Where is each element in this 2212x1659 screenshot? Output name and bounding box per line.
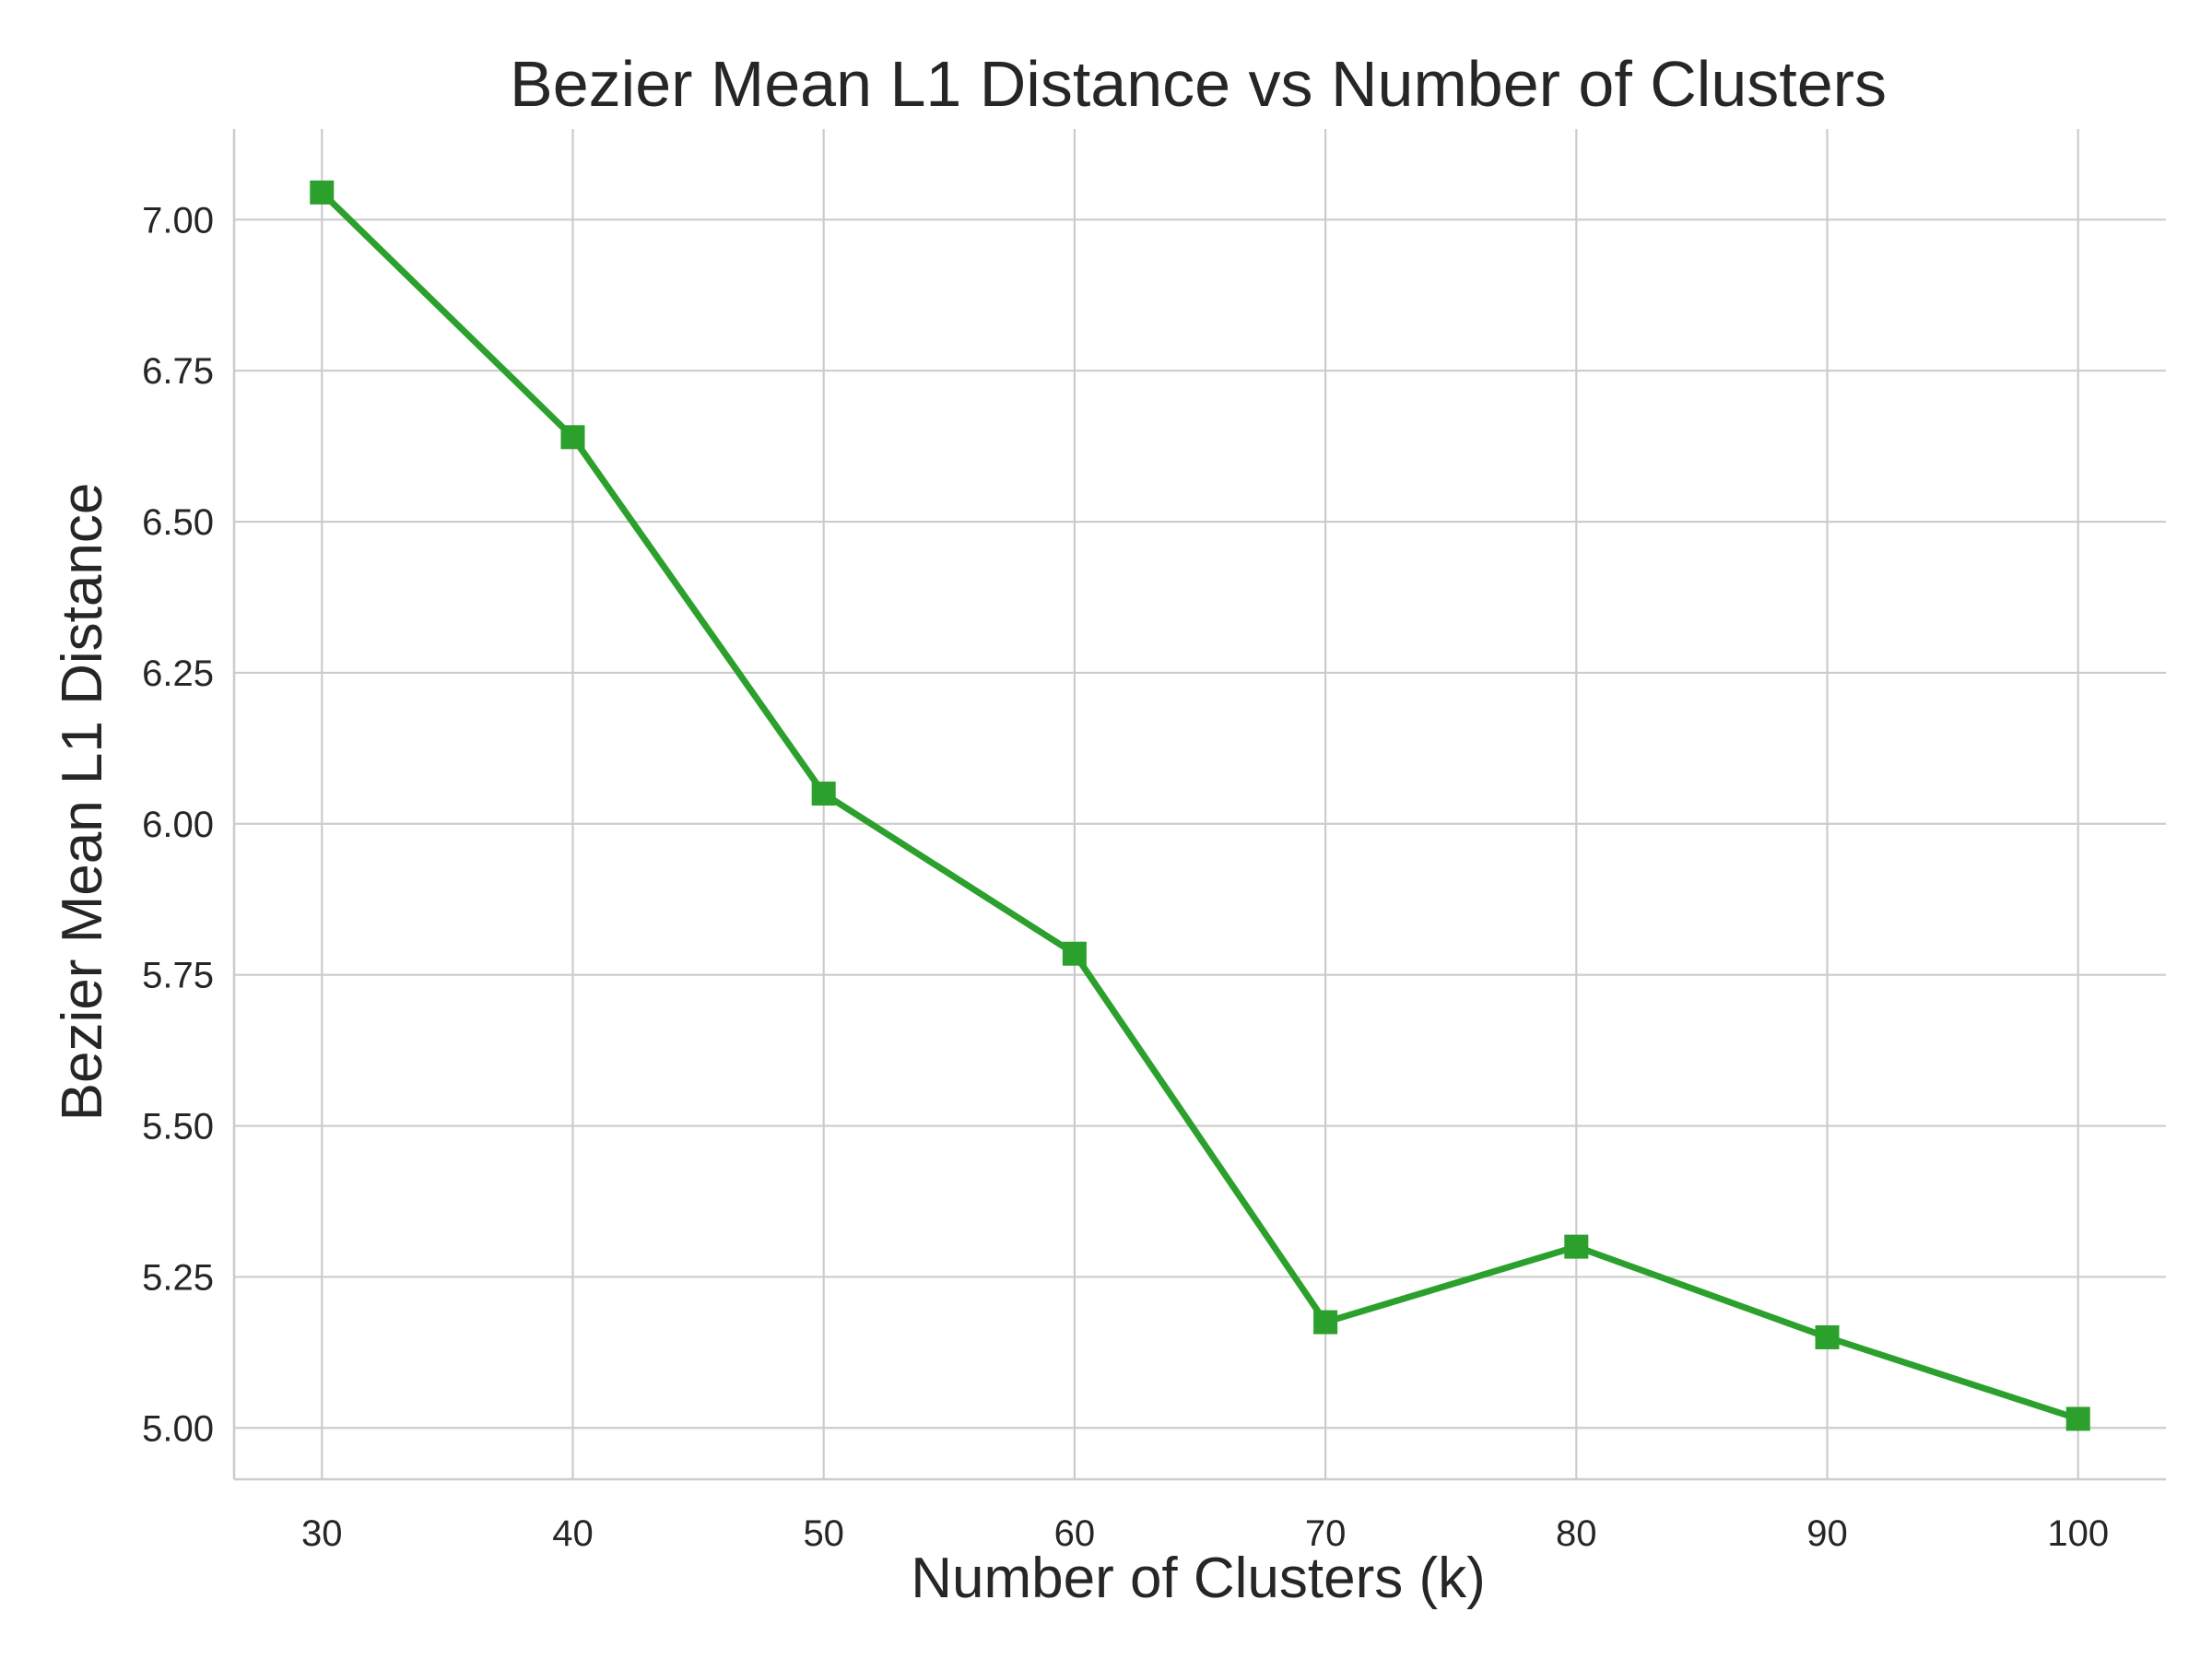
data-point-k70 [1313,1310,1338,1335]
series-layer [310,180,2090,1431]
y-axis-title: Bezier Mean L1 Distance [51,483,114,1122]
y-tick-label-5.50: 5.50 [142,1107,214,1147]
series-line-0 [318,189,2082,1422]
y-axis-ticks: 5.00 5.25 5.50 5.75 6.00 6.25 6.50 6.75 7.00 [142,200,214,1449]
data-point-k80 [1564,1234,1589,1259]
grid [234,129,2166,1479]
data-point-k50 [811,782,836,806]
x-axis-ticks: 30 40 50 60 70 80 90 100 [301,1513,2109,1554]
x-axis-title: Number of Clusters (k) [911,1547,1486,1610]
x-tick-label-80: 80 [1556,1513,1597,1554]
y-tick-label-6.75: 6.75 [142,351,214,392]
y-tick-label-5.25: 5.25 [142,1257,214,1298]
data-point-k60 [1062,941,1087,966]
x-tick-label-70: 70 [1305,1513,1347,1554]
y-tick-label-6.25: 6.25 [142,653,214,694]
x-tick-label-60: 60 [1054,1513,1096,1554]
y-tick-label-5.00: 5.00 [142,1408,214,1449]
x-tick-label-40: 40 [552,1513,594,1554]
x-tick-label-90: 90 [1806,1513,1848,1554]
data-point-k100 [2065,1406,2090,1431]
x-tick-label-100: 100 [2047,1513,2109,1554]
chart-title: Bezier Mean L1 Distance vs Number of Clu… [510,48,1887,120]
y-tick-label-6.50: 6.50 [142,502,214,543]
data-point-k30 [310,180,335,205]
x-tick-label-30: 30 [301,1513,343,1554]
data-point-k90 [1815,1324,1840,1349]
y-tick-label-5.75: 5.75 [142,956,214,996]
data-point-k40 [560,425,585,450]
x-tick-label-50: 50 [803,1513,844,1554]
y-tick-label-7.00: 7.00 [142,200,214,241]
axis-spines [232,129,2166,1481]
y-tick-label-6.00: 6.00 [142,805,214,845]
